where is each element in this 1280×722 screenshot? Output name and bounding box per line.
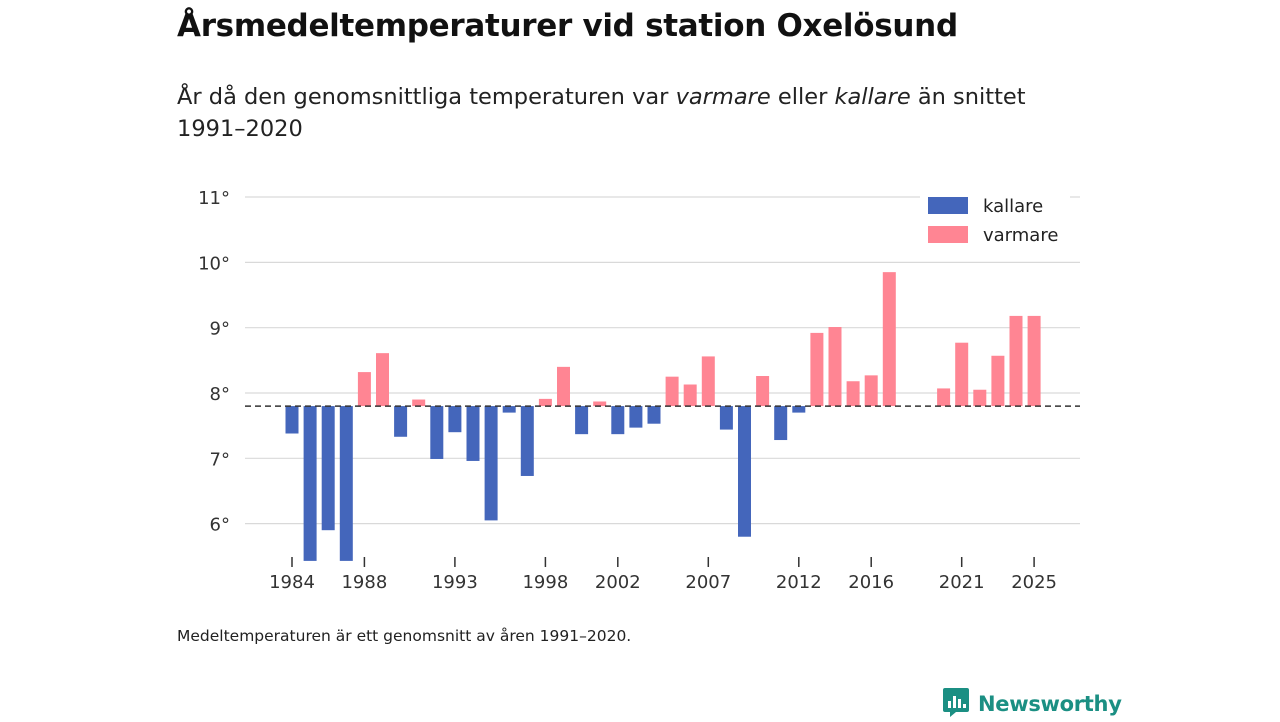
bar-1998 — [538, 398, 552, 407]
x-tick-label-1993: 1993 — [432, 572, 478, 593]
bar-2009 — [738, 406, 751, 537]
y-tick-label-7: 7° — [210, 449, 230, 470]
subtitle-text-3: än snittet 1991–2020 — [177, 84, 1026, 142]
bar-1985 — [303, 406, 317, 561]
y-tick-label-10: 10° — [198, 253, 230, 274]
x-tick-label-2025: 2025 — [1011, 572, 1057, 593]
bar-2005 — [665, 376, 679, 407]
bars — [285, 272, 1041, 561]
y-axis: 6° 7° 8° 9° 10° 11° — [198, 188, 230, 536]
legend-swatch-kallare — [928, 197, 968, 214]
bar-2014 — [828, 327, 842, 407]
bar-2002 — [611, 406, 625, 435]
bar-1987 — [339, 406, 353, 561]
bar-2017 — [882, 272, 896, 407]
newsworthy-logo-text: Newsworthy — [978, 692, 1122, 716]
subtitle-text-1: År då den genomsnittliga temperaturen va… — [177, 84, 676, 110]
y-tick-label-9: 9° — [210, 319, 230, 340]
x-tick-label-2021: 2021 — [939, 572, 985, 593]
bar-2007 — [701, 356, 715, 407]
bar-1991 — [412, 399, 426, 407]
newsworthy-logo-icon — [942, 686, 970, 722]
bar-2008 — [719, 406, 733, 430]
bar-2001 — [593, 401, 607, 407]
bar-2011 — [774, 406, 788, 441]
x-tick-label-1988: 1988 — [341, 572, 387, 593]
bar-1984 — [285, 406, 299, 434]
x-tick-label-2016: 2016 — [848, 572, 894, 593]
bar-2021 — [955, 342, 969, 407]
bar-2020 — [937, 388, 951, 407]
bar-1999 — [557, 366, 570, 407]
bar-2015 — [846, 381, 860, 407]
bar-1995 — [484, 406, 498, 521]
subtitle-cold-word: kallare — [834, 84, 911, 110]
bar-1993 — [448, 406, 462, 433]
y-tick-label-6: 6° — [210, 515, 230, 536]
bar-1994 — [466, 406, 480, 461]
legend: kallare varmare — [920, 190, 1070, 252]
bar-2023 — [991, 355, 1005, 407]
bar-1996 — [502, 406, 516, 413]
bar-2022 — [973, 389, 987, 407]
x-axis: 1984 1988 1993 1998 2002 2007 2012 2016 2021 2025 — [269, 557, 1057, 593]
x-tick-label-2012: 2012 — [776, 572, 822, 593]
bar-2003 — [629, 406, 643, 428]
chart-title: Årsmedeltemperaturer vid station Oxelösu… — [177, 8, 958, 44]
bar-2004 — [647, 406, 661, 424]
y-tick-label-11: 11° — [198, 188, 230, 209]
y-tick-label-8: 8° — [210, 384, 230, 405]
bar-1992 — [430, 406, 444, 459]
legend-label-varmare: varmare — [983, 225, 1058, 246]
bar-2024 — [1009, 315, 1023, 407]
bar-1986 — [321, 406, 335, 531]
bar-2000 — [575, 406, 589, 435]
subtitle-warm-word: varmare — [675, 84, 771, 110]
x-tick-label-1984: 1984 — [269, 572, 315, 593]
x-tick-label-2007: 2007 — [685, 572, 731, 593]
newsworthy-logo: Newsworthy — [942, 687, 1122, 721]
bar-2025 — [1027, 315, 1041, 407]
x-tick-label-2002: 2002 — [595, 572, 641, 593]
bar-2013 — [810, 332, 824, 407]
bar-1988 — [357, 372, 371, 407]
bar-2012 — [792, 406, 806, 413]
bar-2006 — [683, 384, 697, 407]
bar-1997 — [520, 406, 534, 476]
chart-subtitle: År då den genomsnittliga temperaturen va… — [177, 81, 1057, 145]
legend-label-kallare: kallare — [983, 196, 1043, 217]
subtitle-text-2: eller — [770, 84, 835, 110]
legend-swatch-varmare — [928, 226, 968, 243]
x-tick-label-1998: 1998 — [522, 572, 568, 593]
footnote: Medeltemperaturen är ett genomsnitt av å… — [177, 627, 632, 645]
bar-2010 — [756, 376, 770, 407]
bar-1990 — [394, 406, 408, 437]
bar-2016 — [864, 375, 878, 407]
bar-1989 — [376, 353, 389, 407]
